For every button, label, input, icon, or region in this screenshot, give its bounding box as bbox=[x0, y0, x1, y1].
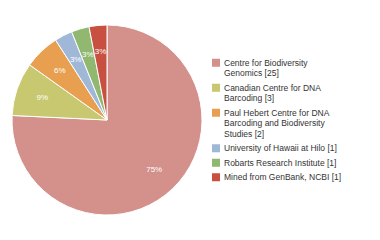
data-label: 6% bbox=[54, 66, 66, 75]
legend-label-line: Paul Hebert Centre for DNA bbox=[224, 108, 330, 118]
legend-label-line: Robarts Research Institute [1] bbox=[224, 158, 336, 168]
data-labels: 75%9%6%3%3%3% bbox=[37, 47, 163, 174]
chart: 75%9%6%3%3%3%Centre for BiodiversityGeno… bbox=[0, 0, 380, 240]
legend-label-line: Mined from GenBank, NCBI [1] bbox=[224, 172, 341, 182]
legend-label-line: Studies [2] bbox=[224, 129, 264, 139]
legend-label: Paul Hebert Centre for DNABarcoding and … bbox=[224, 108, 330, 139]
legend-swatch bbox=[212, 159, 220, 167]
legend: Centre for BiodiversityGenomics [25] Cana… bbox=[212, 58, 341, 183]
pie-slice bbox=[89, 25, 107, 120]
legend-label-line: Genomics [25] bbox=[224, 68, 279, 78]
legend-label: Centre for BiodiversityGenomics [25] bbox=[224, 58, 308, 79]
pie bbox=[12, 25, 202, 215]
legend-swatch bbox=[212, 84, 220, 92]
legend-swatch bbox=[212, 173, 220, 181]
data-label: 3% bbox=[70, 55, 82, 64]
legend-label-line: Barcoding [3] bbox=[224, 93, 274, 103]
legend-label-line: University of Hawaii at Hilo [1] bbox=[224, 143, 337, 153]
legend-label: University of Hawaii at Hilo [1] bbox=[224, 143, 337, 153]
legend-label-line: Canadian Centre for DNA bbox=[224, 83, 321, 93]
legend-swatch bbox=[212, 144, 220, 152]
pie-slice bbox=[12, 25, 202, 215]
data-label: 3% bbox=[95, 47, 107, 56]
legend-label-line: Centre for Biodiversity bbox=[224, 58, 308, 68]
legend-label-line: Barcoding and Biodiversity bbox=[224, 118, 325, 128]
legend-label: Robarts Research Institute [1] bbox=[224, 158, 336, 168]
legend-label: Canadian Centre for DNABarcoding [3] bbox=[224, 83, 321, 104]
legend-label: Mined from GenBank, NCBI [1] bbox=[224, 172, 341, 182]
legend-swatch bbox=[212, 109, 220, 117]
data-label: 9% bbox=[37, 93, 49, 102]
data-label: 3% bbox=[82, 50, 94, 59]
data-label: 75% bbox=[146, 165, 162, 174]
legend-swatch bbox=[212, 59, 220, 67]
